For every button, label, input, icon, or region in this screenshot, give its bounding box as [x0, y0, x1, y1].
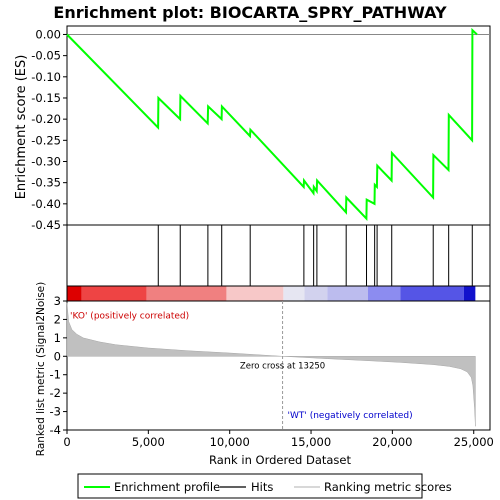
es-y-tick-label: -0.25 [31, 133, 61, 147]
color-bar-segment [367, 286, 401, 301]
ko-label: 'KO' (positively correlated) [70, 312, 189, 322]
rank-x-tick-label: 10,000 [210, 435, 250, 449]
color-bar-segment [283, 286, 305, 301]
rank-y-tick-label: -2 [50, 386, 61, 400]
legend-hits-label: Hits [251, 480, 273, 494]
rank-y-axis: 3 2 1 0 -1 -2 -3 -4 [50, 294, 67, 437]
es-y-tick-label: 0.00 [35, 27, 61, 41]
ranking-metric-area [66, 302, 476, 427]
zero-cross-label: Zero cross at 13250 [240, 361, 325, 371]
rank-x-tick-label: 25,000 [454, 435, 494, 449]
color-bar-segment [146, 286, 227, 301]
rank-y-tick-label: 3 [54, 294, 61, 308]
legend-enrichment-label: Enrichment profile [114, 480, 220, 494]
rank-x-axis-label: Rank in Ordered Dataset [209, 453, 352, 467]
enrichment-profile-line [66, 27, 478, 222]
rank-x-tick-label: 20,000 [372, 435, 412, 449]
es-y-tick-label: -0.10 [31, 70, 61, 84]
rank-x-tick-label: 5,000 [132, 435, 165, 449]
color-bar-segment [81, 286, 147, 301]
rank-metric-panel: Zero cross at 13250 'KO' (positively cor… [35, 282, 494, 467]
legend-ranking-label: Ranking metric scores [324, 480, 452, 494]
es-y-axis-label: Enrichment score (ES) [14, 55, 29, 200]
rank-x-axis: 0 5,000 10,000 15,000 20,000 25,000 [63, 430, 494, 449]
rank-x-tick-label: 0 [63, 435, 70, 449]
rank-y-axis-label: Ranked list metric (Signal2Noise) [35, 282, 47, 457]
hits-panel [66, 224, 491, 287]
es-y-tick-label: -0.05 [31, 49, 61, 63]
rank-y-tick-label: -1 [50, 368, 61, 382]
rank-y-tick-label: 2 [54, 312, 61, 326]
rank-y-tick-label: 1 [54, 331, 61, 345]
es-y-tick-label: -0.15 [31, 91, 61, 105]
ranking-color-bar [67, 286, 476, 301]
color-bar-segment [400, 286, 464, 301]
rank-x-tick-label: 15,000 [291, 435, 331, 449]
legend-frame [77, 473, 423, 499]
chart-title: Enrichment plot: BIOCARTA_SPRY_PATHWAY [53, 3, 447, 22]
es-panel: 0.00 -0.05 -0.10 -0.15 -0.20 -0.25 -0.30 -0.35 -… [14, 25, 491, 232]
hits-panel-frame [66, 224, 491, 287]
rank-y-tick-label: -4 [50, 423, 61, 437]
es-y-tick-label: -0.45 [31, 218, 61, 232]
rank-y-tick-label: -3 [50, 405, 61, 419]
es-y-tick-label: -0.30 [31, 154, 61, 168]
es-y-tick-label: -0.20 [31, 112, 61, 126]
color-bar-segment [67, 286, 82, 301]
rank-y-tick-label: 0 [54, 349, 61, 363]
color-bar-segment [226, 286, 284, 301]
color-bar-segment [463, 286, 476, 301]
es-panel-frame [66, 25, 491, 226]
es-y-tick-label: -0.40 [31, 197, 61, 211]
legend: Enrichment profile Hits Ranking metric s… [77, 473, 452, 499]
es-y-tick-label: -0.35 [31, 176, 61, 190]
color-bar-segment [327, 286, 368, 301]
es-y-axis: 0.00 -0.05 -0.10 -0.15 -0.20 -0.25 -0.30 -0.35 -… [31, 27, 67, 232]
color-bar-segment [304, 286, 328, 301]
rank-panel-frame [66, 300, 491, 431]
wt-label: 'WT' (negatively correlated) [288, 411, 413, 421]
hit-marks [157, 225, 473, 286]
